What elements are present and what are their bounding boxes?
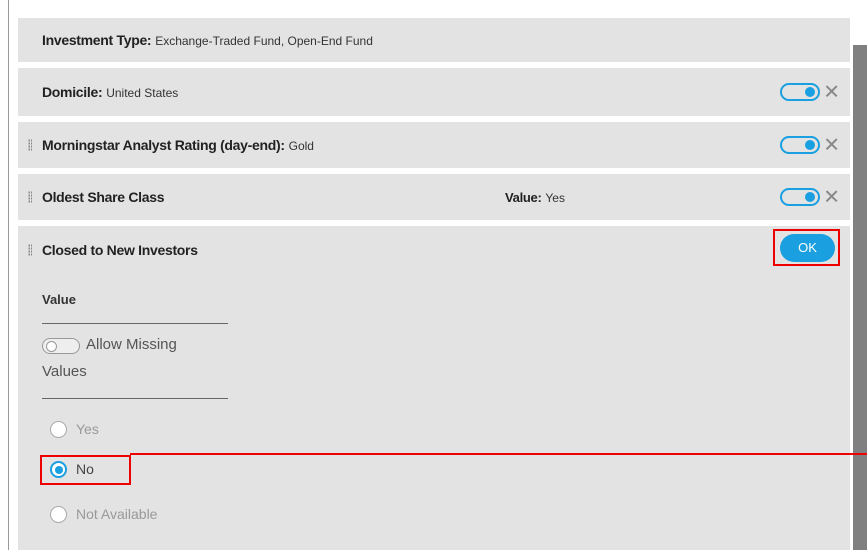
row-label: Domicile: [42, 84, 103, 100]
close-icon[interactable]: ✕ [823, 81, 840, 104]
row-label: Morningstar Analyst Rating (day-end): [42, 137, 285, 153]
row-value: Exchange-Traded Fund, Open-End Fund [155, 34, 373, 48]
section-label: Value [42, 292, 76, 307]
divider [42, 323, 228, 324]
row-text: Morningstar Analyst Rating (day-end): Go… [42, 137, 314, 153]
toggle-label: Allow Missing [86, 336, 177, 353]
filter-row[interactable]: Oldest Share Class Value: Yes ✕ [18, 174, 850, 220]
highlight-box [40, 455, 131, 485]
row-text: Domicile: United States [42, 84, 178, 100]
row-label: Closed to New Investors [42, 242, 198, 258]
row-value: Yes [545, 191, 565, 205]
ok-button[interactable]: OK [780, 234, 835, 262]
row-text: Oldest Share Class [42, 189, 165, 205]
filter-row[interactable]: Morningstar Analyst Rating (day-end): Go… [18, 122, 850, 168]
toggle-label: Values [42, 363, 87, 380]
row-value: Gold [288, 139, 314, 153]
row-value-label: Value: [505, 190, 542, 205]
drag-handle[interactable] [28, 244, 32, 256]
row-text: Investment Type: Exchange-Traded Fund, O… [42, 32, 373, 48]
toggle-knob [46, 340, 57, 352]
drag-handle[interactable] [28, 191, 32, 203]
row-text: Closed to New Investors [42, 242, 198, 258]
scrollbar[interactable] [853, 45, 867, 550]
toggle[interactable] [780, 83, 820, 101]
divider [42, 398, 228, 399]
filter-row[interactable]: Investment Type: Exchange-Traded Fund, O… [18, 18, 850, 62]
toggle-off[interactable] [42, 338, 80, 354]
radio[interactable] [50, 506, 67, 523]
toggle[interactable] [780, 136, 820, 154]
row-label: Oldest Share Class [42, 189, 165, 205]
expanded-row: Closed to New Investors OK Value Allow M… [18, 226, 850, 550]
row-text: Value: Yes [505, 189, 565, 205]
option-label: No [76, 461, 94, 477]
radio-selected[interactable] [50, 461, 67, 478]
close-icon[interactable]: ✕ [823, 134, 840, 157]
radio[interactable] [50, 421, 67, 438]
frame [8, 0, 867, 550]
highlight-line [130, 453, 867, 455]
drag-handle[interactable] [28, 139, 32, 151]
row-label: Investment Type: [42, 32, 152, 48]
close-icon[interactable]: ✕ [823, 186, 840, 209]
option-label: Not Available [76, 506, 158, 522]
highlight-box [773, 229, 840, 266]
option-label: Yes [76, 421, 99, 437]
row-value: United States [106, 86, 179, 100]
toggle[interactable] [780, 188, 820, 206]
filter-row[interactable]: Domicile: United States ✕ [18, 68, 850, 116]
